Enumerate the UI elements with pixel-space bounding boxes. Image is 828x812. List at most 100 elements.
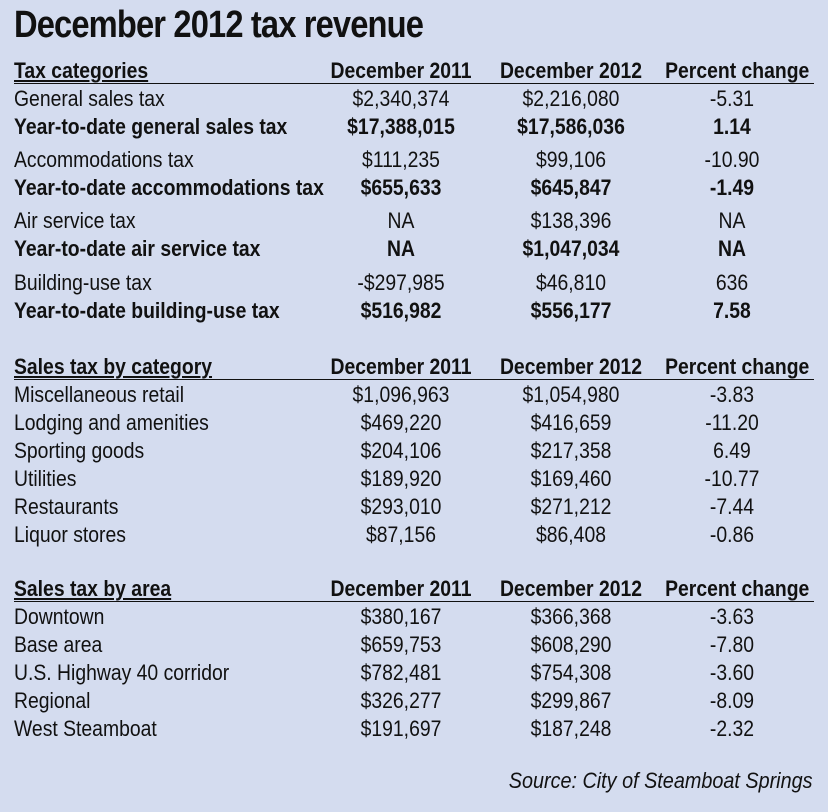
row-label: Liquor stores: [14, 522, 126, 547]
value-percent: -3.60: [709, 660, 755, 685]
value-2011: $191,697: [360, 716, 442, 741]
value-percent: 7.58: [713, 298, 751, 323]
value-2011: $2,340,374: [352, 86, 450, 111]
value-percent: 1.14: [713, 114, 751, 139]
value-2012: $1,054,980: [522, 382, 620, 407]
value-2012: $754,308: [530, 660, 612, 685]
table-row: Building-use tax -$297,985 $46,810 636: [0, 269, 828, 297]
value-percent: 6.49: [713, 438, 751, 463]
value-2012: $271,212: [530, 494, 612, 519]
value-percent: -2.32: [709, 716, 755, 741]
value-percent: 636: [715, 270, 749, 295]
value-percent: -3.63: [709, 604, 755, 629]
row-label: Sporting goods: [14, 438, 145, 463]
header-category: Sales tax by category: [14, 354, 213, 379]
header-percent-change: Percent change: [665, 354, 810, 379]
page-title: December 2012 tax revenue: [14, 4, 424, 46]
row-label: Downtown: [14, 604, 105, 629]
row-label: Base area: [14, 632, 103, 657]
row-label: Accommodations tax: [14, 147, 194, 172]
table-row: Accommodations tax $111,235 $99,106 -10.…: [0, 146, 828, 174]
value-2012: $217,358: [530, 438, 612, 463]
value-2011: NA: [387, 208, 415, 233]
header-dec-2012: December 2012: [499, 354, 643, 379]
row-label: West Steamboat: [14, 716, 157, 741]
table-row: Air service tax NA $138,396 NA: [0, 207, 828, 235]
header-percent-change: Percent change: [665, 576, 810, 601]
value-2011: $782,481: [360, 660, 442, 685]
value-2011: $326,277: [360, 688, 442, 713]
table-row: Downtown $380,167 $366,368 -3.63: [0, 603, 828, 631]
value-2012: $1,047,034: [522, 236, 620, 261]
value-2011: $655,633: [360, 175, 442, 200]
header-dec-2011: December 2011: [330, 576, 472, 601]
row-label: Year-to-date building-use tax: [14, 298, 280, 323]
value-2012: $645,847: [530, 175, 612, 200]
header-dec-2011: December 2011: [330, 354, 472, 379]
value-2012: $608,290: [530, 632, 612, 657]
value-2011: $111,235: [362, 147, 440, 172]
value-2011: $516,982: [360, 298, 442, 323]
table-row: General sales tax $2,340,374 $2,216,080 …: [0, 85, 828, 113]
value-percent: -10.90: [704, 147, 760, 172]
table-header: Sales tax by area December 2011 December…: [0, 575, 828, 603]
value-percent: -11.20: [705, 410, 759, 435]
value-2012: $2,216,080: [522, 86, 620, 111]
table-row: Lodging and amenities $469,220 $416,659 …: [0, 409, 828, 437]
table-row: Year-to-date general sales tax $17,388,0…: [0, 113, 828, 141]
value-2011: $293,010: [360, 494, 442, 519]
header-percent-change: Percent change: [665, 58, 810, 83]
value-2012: $416,659: [530, 410, 612, 435]
table-row: Liquor stores $87,156 $86,408 -0.86: [0, 521, 828, 549]
value-2011: $1,096,963: [352, 382, 450, 407]
value-2012: $99,106: [536, 147, 606, 172]
row-label: U.S. Highway 40 corridor: [14, 660, 230, 685]
value-2012: $86,408: [536, 522, 606, 547]
value-2011: $189,920: [360, 466, 442, 491]
value-2012: $187,248: [530, 716, 612, 741]
value-2012: $46,810: [536, 270, 606, 295]
table-row: Year-to-date accommodations tax $655,633…: [0, 174, 828, 202]
row-label: Utilities: [14, 466, 77, 491]
header-dec-2011: December 2011: [330, 58, 472, 83]
value-2012: $299,867: [530, 688, 612, 713]
row-label: Air service tax: [14, 208, 136, 233]
value-2011: $17,388,015: [347, 114, 455, 139]
table-row: Restaurants $293,010 $271,212 -7.44: [0, 493, 828, 521]
value-2012: $17,586,036: [517, 114, 625, 139]
value-2012: $138,396: [530, 208, 612, 233]
table-row: Sporting goods $204,106 $217,358 6.49: [0, 437, 828, 465]
value-percent: NA: [718, 236, 746, 261]
row-label: Year-to-date accommodations tax: [14, 175, 324, 200]
value-percent: -0.86: [709, 522, 755, 547]
value-percent: -7.80: [709, 632, 755, 657]
table-row: Regional $326,277 $299,867 -8.09: [0, 687, 828, 715]
table-row: Miscellaneous retail $1,096,963 $1,054,9…: [0, 381, 828, 409]
table-row: Base area $659,753 $608,290 -7.80: [0, 631, 828, 659]
header-category: Tax categories: [14, 58, 149, 83]
value-percent: -3.83: [709, 382, 755, 407]
row-label: General sales tax: [14, 86, 165, 111]
row-label: Year-to-date air service tax: [14, 236, 261, 261]
table-row: Year-to-date building-use tax $516,982 $…: [0, 297, 828, 325]
value-2011: $659,753: [360, 632, 442, 657]
value-percent: -10.77: [704, 466, 760, 491]
value-2011: $204,106: [360, 438, 442, 463]
row-label: Miscellaneous retail: [14, 382, 185, 407]
table-row: Year-to-date air service tax NA $1,047,0…: [0, 235, 828, 263]
value-percent: -7.44: [709, 494, 755, 519]
table-header: Sales tax by category December 2011 Dece…: [0, 353, 828, 381]
value-percent: -5.31: [709, 86, 755, 111]
row-label: Building-use tax: [14, 270, 152, 295]
table-row: U.S. Highway 40 corridor $782,481 $754,3…: [0, 659, 828, 687]
value-2011: $469,220: [360, 410, 442, 435]
value-percent: NA: [718, 208, 746, 233]
row-label: Restaurants: [14, 494, 119, 519]
value-2012: $169,460: [530, 466, 612, 491]
value-2011: $87,156: [366, 522, 436, 547]
value-percent: -1.49: [709, 175, 755, 200]
value-percent: -8.09: [709, 688, 755, 713]
row-label: Lodging and amenities: [14, 410, 209, 435]
row-label: Year-to-date general sales tax: [14, 114, 288, 139]
value-2012: $366,368: [530, 604, 612, 629]
